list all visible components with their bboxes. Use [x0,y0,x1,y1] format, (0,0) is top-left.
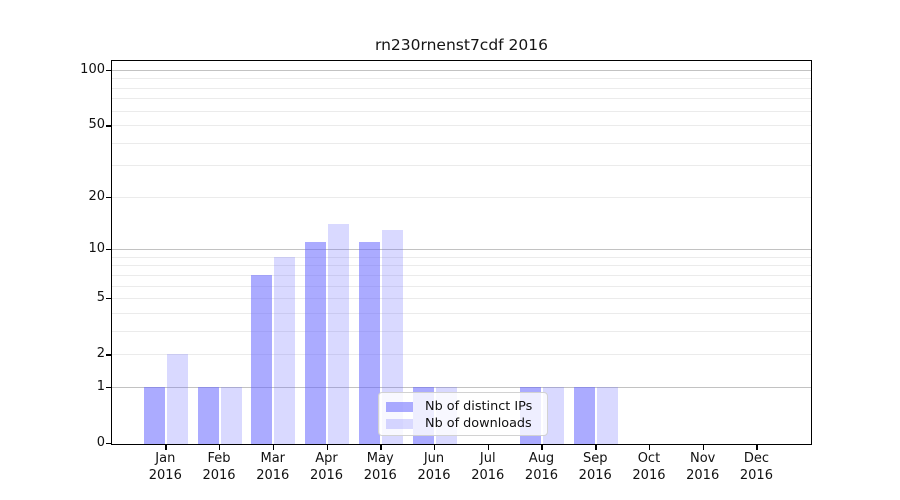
y-tick-mark [106,69,111,72]
bar [251,274,273,444]
bar [573,386,595,444]
x-tick-label: Sep 2016 [578,451,612,483]
y-tick-label: 20 [88,188,105,204]
bar [358,242,380,444]
x-tick-mark [487,445,490,450]
y-tick-label: 10 [88,241,105,257]
y-tick-label: 50 [88,117,105,133]
y-tick-mark [106,196,111,199]
bar [274,256,296,444]
y-tick-label: 2 [96,346,105,362]
y-tick-mark [106,298,111,300]
minor-gridline [112,298,811,300]
x-tick-label: Jul 2016 [471,451,505,483]
x-tick-mark [434,445,436,450]
minor-gridline [112,125,811,127]
minor-gridline [112,87,811,89]
minor-gridline [112,78,811,80]
y-tick-label: 5 [96,290,105,306]
minor-gridline [112,142,811,144]
legend-item-distinct-ips: Nb of distinct IPs [386,398,540,415]
downloads-swatch-icon [386,418,413,429]
major-gridline [112,249,811,251]
distinct-ips-swatch-icon [386,401,413,412]
bar [167,354,188,444]
major-gridline [112,69,811,71]
y-tick-mark [106,354,111,356]
x-tick-label: Jun 2016 [417,451,451,483]
x-tick-label: Dec 2016 [739,451,773,483]
x-tick-mark [756,445,758,450]
x-tick-mark [648,445,651,450]
x-tick-mark [326,445,328,450]
legend-label: Nb of downloads [425,416,532,431]
y-tick-mark [106,125,111,127]
minor-gridline [112,312,811,314]
legend-label: Nb of distinct IPs [425,399,533,414]
bar [305,242,327,444]
y-tick-label: 1 [96,378,105,394]
x-tick-mark [272,445,275,450]
major-gridline [112,386,811,388]
x-tick-mark [541,445,543,450]
x-tick-mark [219,445,221,450]
x-tick-mark [595,445,597,450]
bar [543,386,565,444]
legend: Nb of distinct IPs Nb of downloads [378,392,548,436]
bar [596,386,618,444]
minor-gridline [112,110,811,112]
minor-gridline [112,274,811,276]
minor-gridline [112,354,811,356]
minor-gridline [112,256,811,258]
bar [220,386,242,444]
minor-gridline [112,265,811,267]
x-tick-mark [165,445,167,450]
y-tick-mark [106,386,111,389]
minor-gridline [112,285,811,287]
x-tick-mark [702,445,704,450]
chart-title: rn230rnenst7cdf 2016 [375,36,548,54]
x-tick-label: May 2016 [363,451,397,483]
y-tick-label: 0 [96,435,105,450]
x-tick-label: Nov 2016 [686,451,720,483]
x-tick-label: Jan 2016 [148,451,182,483]
y-tick-label: 100 [80,61,105,77]
legend-item-downloads: Nb of downloads [386,415,540,432]
x-tick-label: Mar 2016 [256,451,290,483]
x-tick-label: Apr 2016 [309,451,344,483]
minor-gridline [112,330,811,332]
plot-area [112,61,811,444]
x-tick-mark [380,445,382,450]
bar [328,224,350,444]
y-tick-mark [106,443,111,445]
x-tick-label: Feb 2016 [202,451,236,483]
minor-gridline [112,98,811,100]
minor-gridline [112,165,811,167]
y-tick-mark [106,249,111,251]
x-tick-label: Oct 2016 [632,451,666,483]
bar [144,386,165,444]
minor-gridline [112,196,811,198]
bar [381,229,403,444]
bar [197,386,219,444]
x-tick-label: Aug 2016 [524,451,559,483]
